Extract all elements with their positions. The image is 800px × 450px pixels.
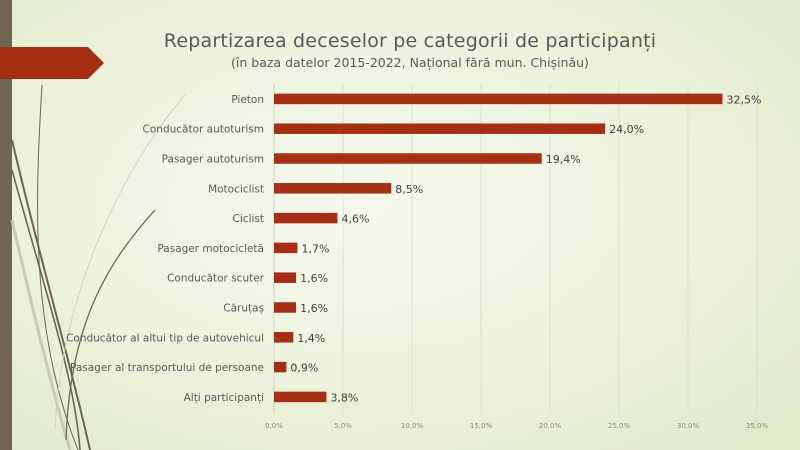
category-label: Conducător autoturism: [143, 124, 264, 136]
bar: [274, 93, 723, 105]
decorative-curves: [10, 84, 186, 450]
bar: [274, 123, 606, 134]
title-arrow-banner: [0, 47, 104, 79]
category-label: Motociclist: [208, 183, 264, 195]
x-tick-label: 15,0%: [470, 422, 493, 430]
chart-title: Repartizarea deceselor pe categorii de p…: [163, 30, 657, 52]
data-label: 1,4%: [297, 332, 325, 345]
chart-subtitle: (în baza datelor 2015-2022, Național făr…: [231, 55, 589, 70]
data-label: 32,5%: [727, 93, 762, 106]
category-label: Pasager motocicletă: [157, 243, 264, 255]
category-label: Ciclist: [233, 213, 264, 225]
data-label: 19,4%: [546, 153, 581, 166]
category-label: Căruțaș: [223, 303, 264, 315]
bar: [274, 391, 327, 403]
x-tick-label: 25,0%: [608, 422, 631, 430]
x-tick-label: 10,0%: [401, 422, 424, 430]
category-label: Pasager autoturism: [162, 154, 264, 166]
data-label: 0,9%: [290, 362, 318, 375]
data-label: 1,6%: [300, 272, 328, 285]
category-label: Pieton: [231, 94, 264, 106]
category-label: Alți participanți: [184, 392, 264, 404]
x-tick-label: 35,0%: [746, 422, 769, 430]
bar: [274, 242, 298, 254]
bar: [274, 361, 287, 373]
x-tick-label: 0,0%: [265, 422, 283, 430]
bar: [274, 272, 297, 283]
category-label: Conducător scuter: [167, 273, 265, 285]
data-label: 8,5%: [395, 183, 423, 196]
data-label: 4,6%: [341, 213, 369, 226]
bar: [274, 332, 294, 343]
bar: [274, 183, 392, 194]
category-label: Pasager al transportului de persoane: [70, 362, 264, 374]
bar: [274, 302, 297, 313]
bar: [274, 153, 542, 164]
x-tick-label: 30,0%: [677, 422, 700, 430]
x-tick-label: 5,0%: [334, 422, 352, 430]
left-accent-bar: [0, 0, 12, 450]
category-label: Conducător al altui tip de autovehicul: [66, 332, 264, 344]
x-tick-label: 20,0%: [539, 422, 562, 430]
bar: [274, 212, 338, 224]
data-label: 24,0%: [609, 123, 644, 136]
data-label: 1,6%: [300, 302, 328, 315]
data-label: 1,7%: [301, 242, 329, 255]
data-label: 3,8%: [330, 391, 358, 404]
